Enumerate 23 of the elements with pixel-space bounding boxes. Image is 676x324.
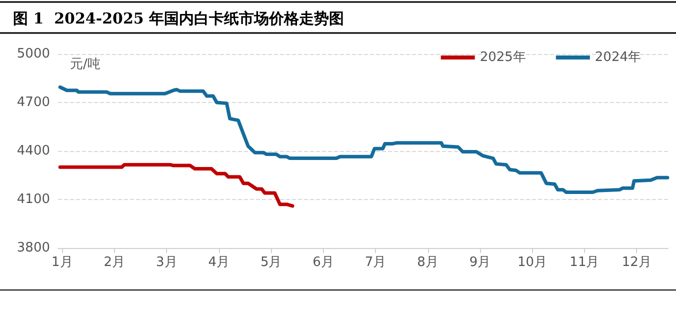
x-tick-label: 11月 bbox=[570, 255, 600, 270]
legend-label: 2025年 bbox=[480, 50, 526, 65]
x-tick-label: 7月 bbox=[364, 255, 386, 270]
x-tick-label: 9月 bbox=[469, 255, 491, 270]
x-tick-label: 12月 bbox=[622, 255, 652, 270]
x-tick-label: 5月 bbox=[260, 255, 282, 270]
y-tick-label: 5000 bbox=[16, 46, 50, 62]
x-tick-label: 10月 bbox=[517, 255, 547, 270]
x-tick-label: 4月 bbox=[208, 255, 230, 270]
x-tick-label: 1月 bbox=[52, 255, 73, 270]
x-tick-label: 3月 bbox=[156, 255, 178, 270]
y-tick-label: 4100 bbox=[16, 192, 50, 207]
y-axis-title: 元/吨 bbox=[70, 57, 100, 72]
y-tick-label: 3800 bbox=[16, 240, 50, 256]
y-tick-label: 4400 bbox=[16, 144, 50, 158]
x-tick-label: 8月 bbox=[417, 255, 438, 270]
line-series bbox=[58, 85, 670, 194]
y-tick-label: 4700 bbox=[16, 95, 50, 110]
legend-label: 2024年 bbox=[594, 50, 642, 65]
x-tick-label: 6月 bbox=[312, 255, 334, 270]
x-tick-label: 2月 bbox=[104, 255, 126, 270]
line-series bbox=[58, 162, 294, 208]
chart-title: 图 1 2024-2025 年国内白卡纸市场价格走势图 bbox=[13, 10, 344, 28]
